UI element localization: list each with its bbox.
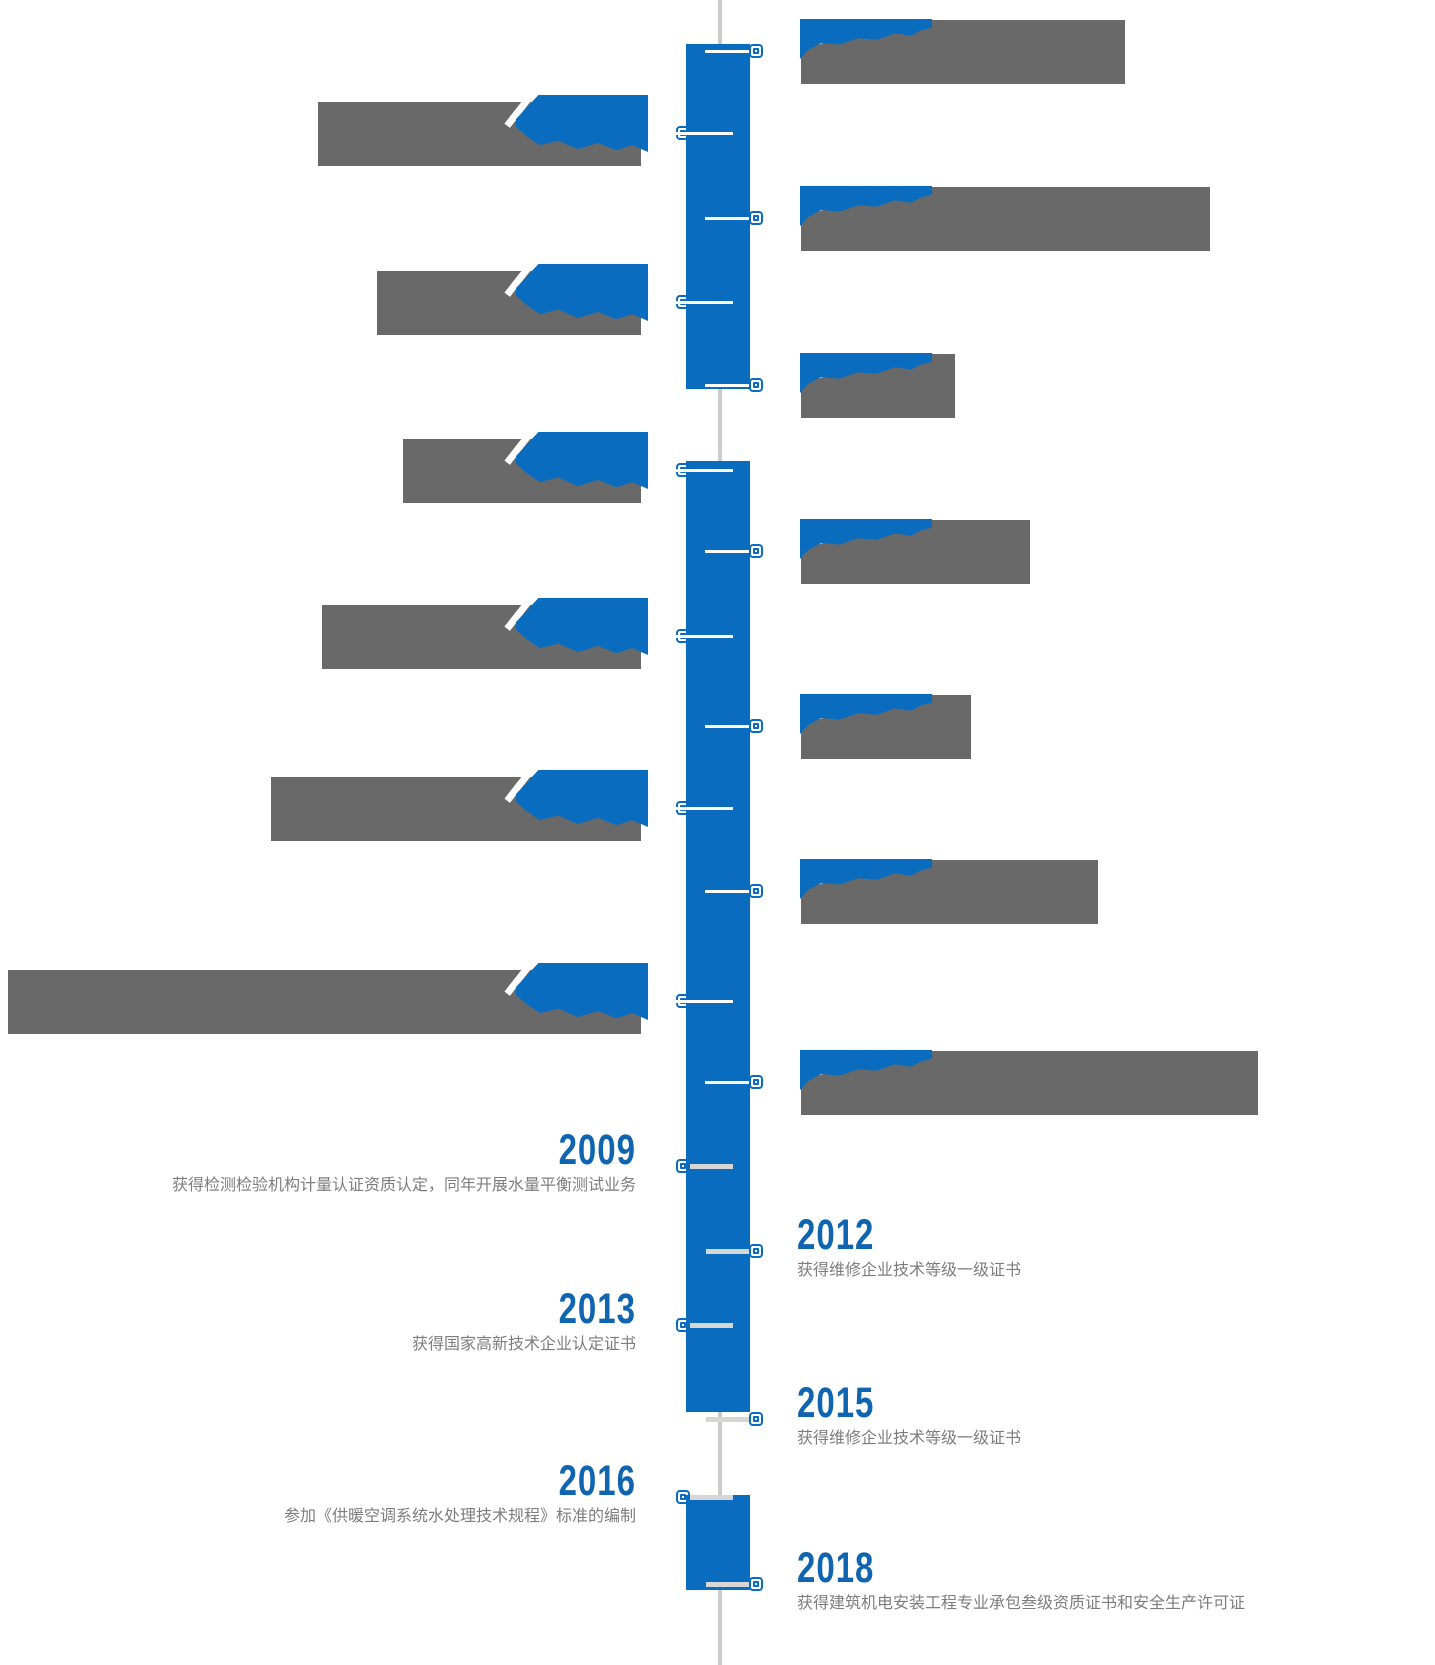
marker-square-dot: [753, 723, 759, 729]
marker-tick: [690, 1164, 733, 1169]
marker-square-dot: [753, 1079, 759, 1085]
timeline-entry: 2018 获得建筑机电安装工程专业承包叁级资质证书和安全生产许可证: [797, 1546, 1417, 1614]
timeline-entry: 2016 参加《供暖空调系统水处理技术规程》标准的编制: [0, 1459, 636, 1527]
entry-year: 2012: [797, 1210, 875, 1258]
marker-square: [749, 884, 763, 898]
entry-description: 获得维修企业技术等级一级证书: [797, 1430, 1022, 1447]
marker-square: [749, 544, 763, 558]
marker-square-dot: [753, 1416, 759, 1422]
marker-tick: [705, 217, 762, 220]
timeline-entry: 2013 获得国家高新技术企业认定证书: [0, 1287, 636, 1355]
year-highlight-swoosh: [800, 353, 932, 393]
marker-tick: [676, 469, 733, 472]
entry-description: 参加《供暖空调系统水处理技术规程》标准的编制: [283, 1508, 636, 1525]
entry-cover-block: [403, 429, 648, 503]
marker-tick: [706, 1249, 752, 1254]
entry-description: 获得国家高新技术企业认定证书: [411, 1336, 636, 1353]
marker-square: [749, 378, 763, 392]
marker-tick: [706, 1582, 752, 1587]
entry-year: 2015: [797, 1378, 875, 1426]
marker-tick: [706, 1417, 752, 1422]
entry-description: 获得维修企业技术等级一级证书: [797, 1262, 1022, 1279]
timeline-bar-segment: [686, 44, 750, 389]
year-highlight-swoosh: [516, 95, 648, 152]
marker-tick: [705, 890, 762, 893]
year-highlight-swoosh: [800, 19, 932, 59]
marker-square-dot: [680, 1494, 686, 1500]
year-highlight-swoosh: [800, 1050, 932, 1090]
marker-tick: [676, 807, 733, 810]
entry-cover-block: [322, 595, 648, 669]
marker-square: [749, 1075, 763, 1089]
entry-cover-block: [796, 1038, 1258, 1115]
entry-cover-block: [796, 174, 1210, 251]
marker-tick: [705, 725, 762, 728]
marker-square-dot: [680, 1322, 686, 1328]
timeline-entry: 2009 获得检测检验机构计量认证资质认定，同年开展水量平衡测试业务: [0, 1128, 636, 1196]
timeline-entry: 2012 获得维修企业技术等级一级证书: [797, 1213, 1417, 1281]
year-highlight-swoosh: [516, 598, 648, 655]
marker-square-dot: [753, 382, 759, 388]
entry-year: 2009: [558, 1125, 636, 1173]
marker-tick: [705, 1081, 762, 1084]
year-highlight-swoosh: [516, 963, 648, 1020]
marker-tick: [676, 132, 733, 135]
entry-cover-block: [796, 7, 1125, 84]
marker-square: [749, 1412, 763, 1426]
marker-square: [749, 1577, 763, 1591]
entry-cover-block: [796, 682, 971, 759]
timeline-bar-segment: [686, 1495, 750, 1590]
year-highlight-swoosh: [516, 770, 648, 827]
entry-cover-block: [271, 767, 648, 841]
marker-tick: [690, 1323, 733, 1328]
marker-square-dot: [753, 48, 759, 54]
timeline-entry: 2015 获得维修企业技术等级一级证书: [797, 1381, 1417, 1449]
entry-cover-block: [796, 341, 955, 418]
marker-tick: [676, 635, 733, 638]
marker-square: [749, 44, 763, 58]
marker-square-dot: [753, 888, 759, 894]
year-highlight-swoosh: [800, 519, 932, 559]
entry-description: 获得建筑机电安装工程专业承包叁级资质证书和安全生产许可证: [797, 1595, 1246, 1612]
marker-tick: [705, 550, 762, 553]
marker-square-dot: [680, 1163, 686, 1169]
marker-square-dot: [753, 548, 759, 554]
marker-tick: [676, 301, 733, 304]
marker-square-dot: [753, 1581, 759, 1587]
entry-year: 2016: [558, 1456, 636, 1504]
timeline-bar-segment: [686, 461, 750, 1412]
marker-square-dot: [753, 1248, 759, 1254]
marker-square: [749, 1244, 763, 1258]
year-highlight-swoosh: [516, 264, 648, 321]
entry-cover-block: [796, 507, 1030, 584]
marker-square-dot: [753, 215, 759, 221]
marker-tick: [705, 50, 762, 53]
marker-square: [749, 719, 763, 733]
entry-description: 获得检测检验机构计量认证资质认定，同年开展水量平衡测试业务: [171, 1177, 636, 1194]
marker-tick: [676, 1000, 733, 1003]
marker-tick: [705, 384, 762, 387]
entry-cover-block: [8, 960, 648, 1034]
year-highlight-swoosh: [800, 694, 932, 734]
entry-cover-block: [796, 847, 1098, 924]
year-highlight-swoosh: [800, 859, 932, 899]
year-highlight-swoosh: [516, 432, 648, 489]
marker-square: [749, 211, 763, 225]
entry-cover-block: [377, 261, 648, 335]
entry-year: 2013: [558, 1284, 636, 1332]
entry-cover-block: [318, 92, 648, 166]
entry-year: 2018: [797, 1543, 875, 1591]
marker-tick: [690, 1495, 733, 1500]
year-highlight-swoosh: [800, 186, 932, 226]
